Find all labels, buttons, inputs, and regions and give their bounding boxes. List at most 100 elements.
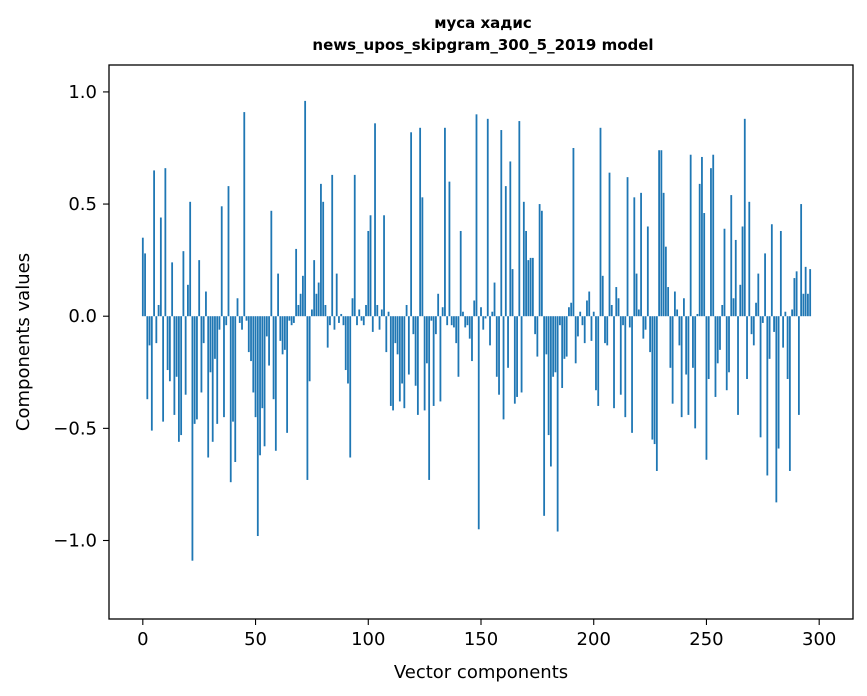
bar	[290, 316, 293, 326]
bar	[572, 147, 575, 317]
bar	[750, 316, 753, 335]
bar	[358, 309, 361, 317]
bar	[356, 316, 358, 326]
bar	[238, 316, 241, 323]
bar	[412, 316, 415, 335]
bar	[254, 316, 257, 418]
bar	[520, 316, 523, 393]
bar	[261, 316, 264, 409]
bar	[250, 316, 252, 362]
bar	[245, 316, 248, 321]
bar	[168, 316, 171, 382]
bar	[586, 300, 588, 317]
bar	[166, 316, 169, 371]
bar	[259, 316, 261, 456]
bar	[283, 316, 286, 350]
bar	[698, 183, 701, 317]
bar	[227, 186, 230, 317]
bar	[565, 316, 568, 357]
bar	[669, 316, 672, 368]
bar	[719, 316, 721, 350]
bar	[694, 316, 697, 429]
bar	[637, 309, 640, 317]
bar	[608, 172, 611, 317]
bar	[407, 316, 410, 375]
bar	[392, 316, 394, 411]
bar	[338, 316, 340, 323]
bar	[313, 260, 316, 317]
bar	[757, 273, 760, 317]
bar	[518, 121, 521, 317]
bar	[522, 201, 525, 317]
bar	[489, 316, 491, 346]
bar	[671, 316, 674, 404]
bar	[804, 266, 807, 317]
bar	[320, 183, 322, 317]
bar	[315, 293, 318, 317]
bar	[295, 248, 298, 317]
y-axis-label: Components values	[13, 253, 34, 431]
bar	[583, 316, 586, 344]
x-axis-label: Vector components	[394, 662, 568, 683]
bar	[234, 316, 237, 462]
bar	[403, 316, 406, 409]
bar	[335, 273, 338, 317]
bar	[556, 316, 559, 532]
bar	[809, 269, 812, 317]
x-tick-label: 50	[244, 629, 267, 650]
bar	[509, 161, 512, 317]
bar	[601, 275, 604, 317]
bar	[500, 130, 503, 317]
bar	[577, 316, 579, 337]
bar	[755, 302, 757, 317]
bar	[538, 204, 541, 317]
bar	[198, 260, 201, 317]
bar	[685, 316, 688, 375]
bar	[444, 127, 446, 317]
y-tick-label: 0.5	[68, 194, 97, 215]
bar	[277, 273, 279, 317]
bar	[306, 316, 309, 480]
bar	[362, 316, 365, 326]
bar	[581, 316, 584, 326]
bar	[588, 291, 591, 317]
bar	[376, 304, 379, 317]
bar	[592, 311, 595, 317]
bar	[540, 210, 543, 317]
bar	[676, 309, 679, 317]
bar	[712, 154, 715, 317]
bar	[723, 228, 726, 317]
bar	[229, 316, 232, 483]
bar	[680, 316, 683, 418]
bar	[563, 316, 566, 359]
bar	[651, 316, 654, 440]
bar	[491, 311, 494, 317]
bar	[473, 300, 476, 317]
bar	[534, 316, 537, 335]
bar	[568, 307, 570, 317]
bar	[141, 237, 144, 317]
bar	[604, 316, 606, 344]
bar	[667, 287, 670, 317]
bar	[660, 150, 663, 317]
bar	[437, 293, 440, 317]
bar	[710, 168, 712, 317]
bar	[768, 316, 771, 359]
bar	[252, 316, 255, 393]
bar	[423, 316, 426, 411]
bar	[191, 316, 194, 561]
bar	[232, 316, 234, 422]
bar	[263, 316, 266, 447]
bar	[673, 291, 676, 317]
bar	[209, 316, 212, 373]
bar	[385, 316, 388, 353]
bar	[292, 316, 295, 323]
bar	[256, 316, 259, 537]
x-tick-label: 300	[802, 629, 836, 650]
bar	[308, 316, 311, 382]
x-tick-label: 0	[137, 629, 148, 650]
bar	[322, 201, 325, 317]
y-tick-label: −1.0	[53, 530, 97, 551]
bar	[272, 316, 275, 400]
x-tick-label: 200	[577, 629, 611, 650]
